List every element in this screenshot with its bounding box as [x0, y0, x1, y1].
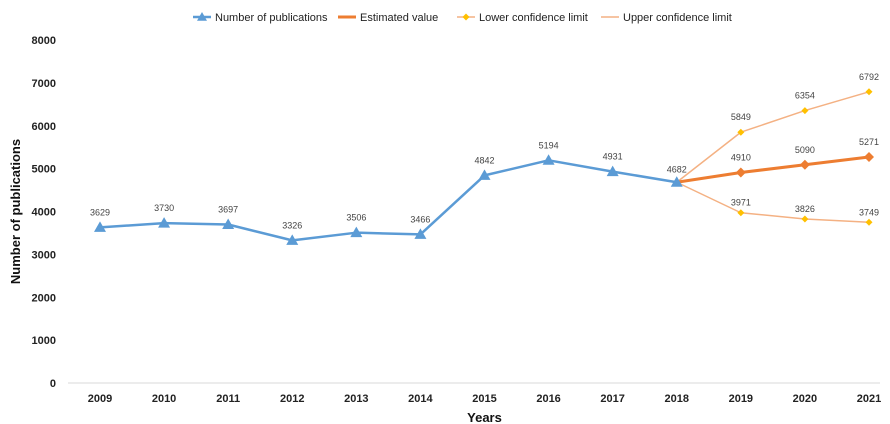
- y-tick-label: 7000: [32, 78, 56, 90]
- data-point-marker: [865, 218, 873, 226]
- data-point-marker: [735, 167, 746, 178]
- y-tick-label: 5000: [32, 164, 56, 176]
- data-point-marker: [286, 234, 299, 245]
- data-point-marker: [606, 165, 619, 177]
- x-tick-label: 2012: [280, 393, 304, 405]
- x-tick-label: 2017: [600, 393, 624, 405]
- data-label: 6792: [859, 72, 879, 82]
- series-line-1: [676, 155, 870, 184]
- data-point-marker: [737, 209, 745, 217]
- data-point-marker: [542, 154, 555, 165]
- data-label: 5090: [795, 145, 815, 155]
- legend-label: Lower confidence limit: [479, 12, 588, 24]
- x-tick-label: 2018: [665, 393, 689, 405]
- data-label: 5849: [731, 112, 751, 122]
- legend-label: Estimated value: [360, 12, 438, 24]
- data-label: 3971: [731, 198, 751, 208]
- y-tick-label: 4000: [32, 207, 56, 219]
- data-label: 3506: [346, 213, 366, 223]
- data-label: 4910: [731, 152, 751, 162]
- data-label: 5194: [539, 140, 559, 150]
- data-label: 6354: [795, 91, 815, 101]
- x-tick-label: 2013: [344, 393, 368, 405]
- x-tick-label: 2020: [793, 393, 817, 405]
- data-point-marker: [864, 152, 874, 163]
- legend-label: Number of publications: [215, 12, 328, 24]
- data-point-marker: [462, 13, 470, 21]
- data-label: 3749: [859, 207, 879, 217]
- data-point-marker: [350, 226, 363, 238]
- data-label: 3697: [218, 204, 238, 214]
- data-point-marker: [94, 221, 106, 232]
- data-point-marker: [801, 215, 809, 223]
- data-point-marker: [414, 228, 427, 239]
- y-tick-label: 3000: [32, 249, 56, 261]
- legend-label: Upper confidence limit: [623, 12, 732, 24]
- y-tick-label: 8000: [32, 35, 56, 47]
- x-tick-label: 2010: [152, 393, 176, 405]
- y-tick-label: 1000: [32, 335, 56, 347]
- data-label: 4931: [603, 152, 623, 162]
- y-axis-title: Number of publications: [8, 139, 23, 284]
- x-tick-label: 2011: [216, 393, 240, 405]
- y-tick-label: 0: [50, 378, 56, 390]
- series-line-3: [676, 91, 870, 183]
- data-label: 5271: [859, 137, 879, 147]
- series-line-2: [676, 181, 870, 224]
- data-point-marker: [197, 12, 207, 21]
- x-tick-label: 2021: [857, 393, 881, 405]
- y-tick-label: 6000: [32, 121, 56, 133]
- series-line-0: [99, 159, 677, 242]
- x-tick-label: 2016: [536, 393, 560, 405]
- x-tick-label: 2014: [408, 393, 433, 405]
- data-label: 3466: [410, 214, 430, 224]
- x-tick-label: 2015: [472, 393, 496, 405]
- data-point-marker: [478, 169, 491, 180]
- x-tick-label: 2019: [729, 393, 753, 405]
- data-label: 3326: [282, 220, 302, 230]
- x-axis-title: Years: [467, 410, 502, 424]
- data-point-marker: [865, 88, 873, 96]
- data-label: 3730: [154, 203, 174, 213]
- data-label: 4682: [667, 164, 687, 174]
- data-label: 3826: [795, 204, 815, 214]
- x-tick-label: 2009: [88, 393, 112, 405]
- data-point-marker: [158, 217, 171, 228]
- data-point-marker: [670, 176, 683, 187]
- data-label: 3629: [90, 207, 110, 217]
- data-label: 4842: [474, 155, 494, 165]
- y-tick-label: 2000: [32, 292, 56, 304]
- data-point-marker: [737, 128, 745, 136]
- data-point-marker: [799, 159, 810, 170]
- data-point-marker: [801, 107, 809, 115]
- data-point-marker: [222, 218, 235, 229]
